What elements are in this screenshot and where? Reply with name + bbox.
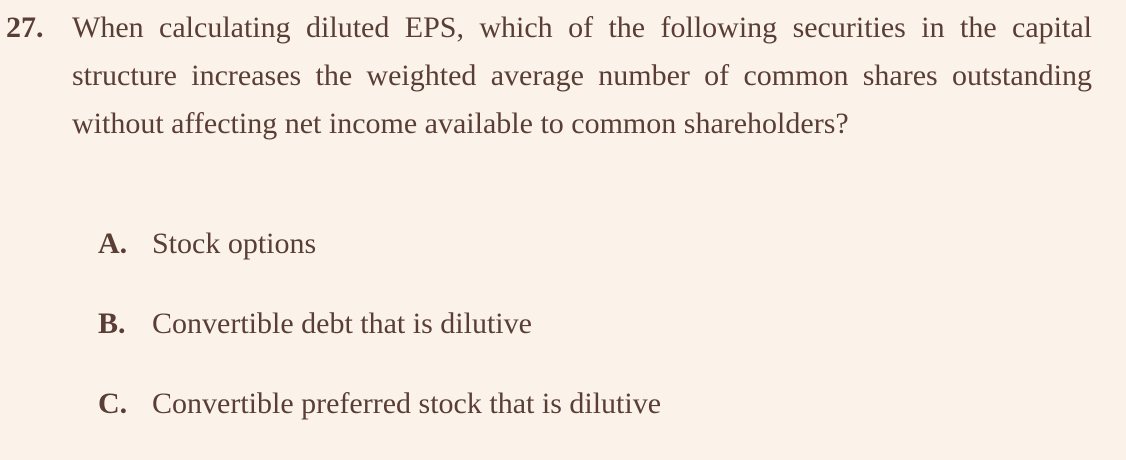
option-c-letter: C.	[98, 387, 128, 420]
option-a-text: Stock options	[152, 227, 317, 260]
option-a-letter: A.	[98, 227, 128, 260]
question-block: 27. When calculating diluted EPS, which …	[6, 0, 1116, 148]
answer-options: A. Stock options B. Convertible debt tha…	[98, 220, 1098, 460]
document-page: 27. When calculating diluted EPS, which …	[6, 0, 1116, 420]
option-b-text: Convertible debt that is dilutive	[152, 307, 532, 340]
option-b[interactable]: B. Convertible debt that is dilutive	[98, 300, 1098, 380]
question-number: 27.	[6, 11, 44, 44]
option-a[interactable]: A. Stock options	[98, 220, 1098, 300]
question-text: When calculating diluted EPS, which of t…	[72, 11, 1092, 140]
option-c[interactable]: C. Convertible preferred stock that is d…	[98, 380, 1098, 460]
option-b-letter: B.	[98, 307, 126, 340]
option-c-text: Convertible preferred stock that is dilu…	[152, 387, 662, 420]
